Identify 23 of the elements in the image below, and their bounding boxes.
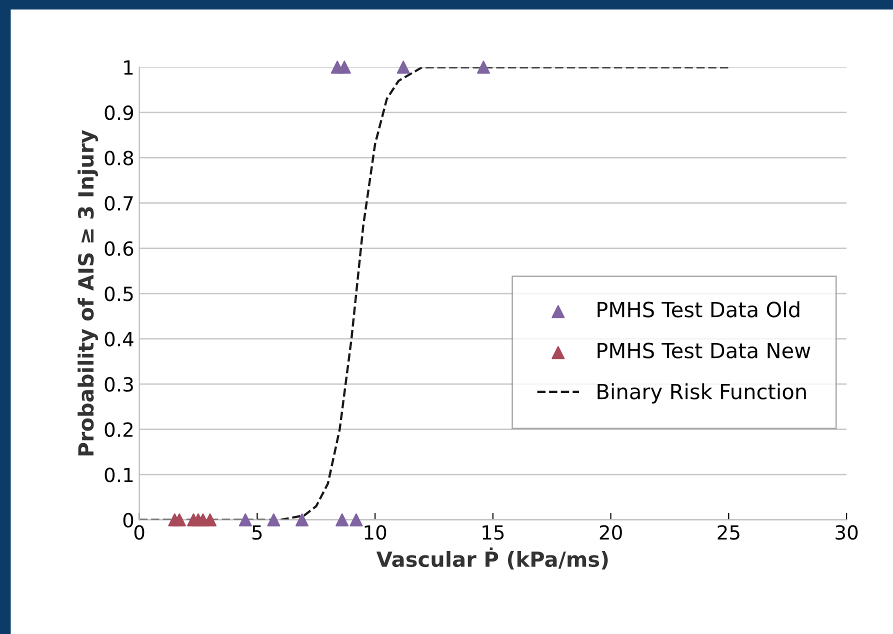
x-tick-label: 5 [252,525,262,540]
x-tick-label: 30 [836,525,858,540]
legend-label: PMHS Test Data Old [598,301,800,318]
y-tick-label: 0.1 [104,468,133,482]
y-tick-label: 0.6 [104,241,134,256]
y-tick-label: 0.9 [104,105,134,120]
x-axis-title: Vascular Ṗ (kPa/ms) [376,548,608,570]
y-tick-label: 1 [124,60,133,75]
y-axis-title: Probability of AIS ≥ 3 Injury [78,130,98,456]
y-tick-label: 0.3 [104,377,133,392]
y-tick-label: 0.8 [104,150,134,166]
x-tick-label: 25 [718,525,740,540]
y-tick-label: 0.5 [104,286,133,302]
y-tick-label: 0 [123,512,134,528]
legend-label: PMHS Test Data New [598,342,810,358]
y-tick-label: 0.7 [104,196,133,211]
x-tick-label: 0 [134,525,144,540]
x-tick-label: 20 [600,525,622,540]
y-tick-label: 0.4 [104,332,134,346]
x-tick-label: 15 [482,525,504,540]
x-tick-label: 10 [364,525,386,540]
y-tick-label: 0.2 [104,422,132,438]
legend-label: Binary Risk Function [598,383,806,404]
